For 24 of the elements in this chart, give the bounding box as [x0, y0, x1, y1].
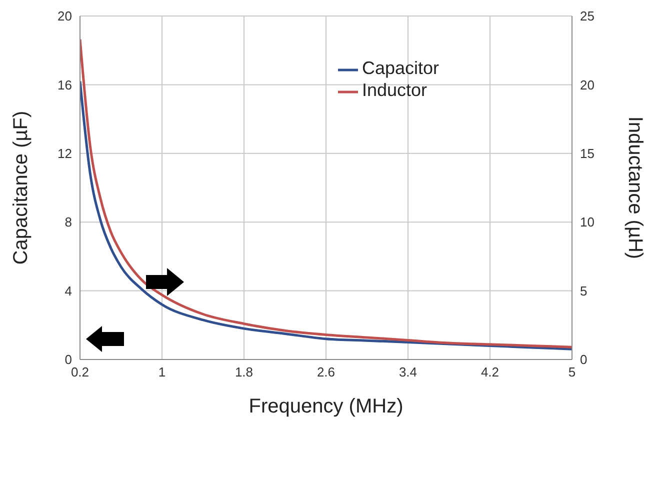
x-tick-label: 1	[158, 364, 166, 380]
y2-tick-label: 15	[580, 146, 594, 162]
x-tick-label: 1.8	[234, 364, 254, 380]
legend-label: Capacitor	[362, 58, 440, 78]
y-tick-label: 8	[64, 214, 72, 230]
y2-axis-title: Inductance (µH)	[624, 116, 646, 260]
y2-tick-label: 25	[580, 8, 594, 24]
y-tick-label: 0	[64, 352, 72, 368]
y2-tick-label: 0	[580, 352, 588, 368]
x-tick-label: 2.6	[316, 364, 336, 380]
y2-tick-label: 5	[580, 283, 588, 298]
y2-tick-label: 10	[580, 214, 594, 230]
x-tick-label: 4.2	[480, 364, 500, 380]
y-tick-label: 20	[58, 8, 72, 24]
y-tick-label: 4	[64, 283, 72, 298]
y2-tick-label: 20	[580, 77, 594, 92]
y-tick-label: 12	[58, 146, 72, 162]
x-axis-title: Frequency (MHz)	[248, 395, 404, 418]
x-tick-label: 3.4	[398, 364, 418, 380]
x-tick-label: 0.2	[70, 364, 90, 380]
x-tick-label: 5	[568, 364, 576, 380]
y-axis-title: Capacitance (µF)	[10, 110, 32, 265]
y-tick-label: 16	[58, 77, 72, 92]
legend-label: Inductor	[362, 80, 428, 100]
